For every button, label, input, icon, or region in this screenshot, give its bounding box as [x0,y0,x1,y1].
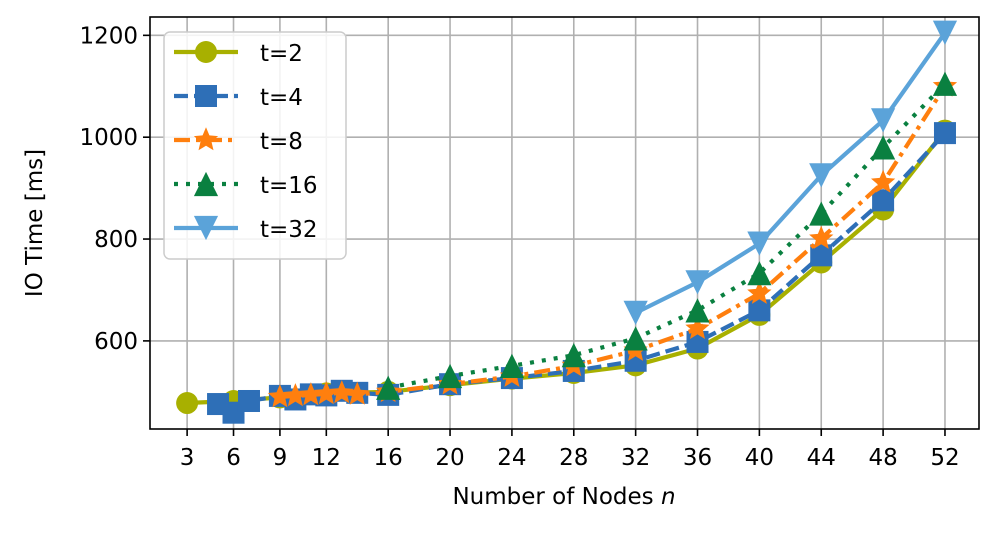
square-marker [810,244,833,267]
legend-item-t-2: t=2 [174,41,303,67]
square-marker [872,189,895,212]
legend-item-t-8: t=8 [174,127,303,155]
x-axis-ticks: 3 6 9 12 16 20 24 28 32 36 40 44 48 52 [180,429,960,471]
star-marker [193,127,219,151]
circle-marker [195,41,217,63]
y-tick-label: 1200 [79,23,138,49]
data-series [176,20,958,424]
x-tick-label: 28 [559,445,588,471]
legend-item-t-32: t=32 [174,215,318,243]
plot-frame [149,16,980,430]
legend-label: t=32 [260,217,318,243]
triangle-up-marker [809,201,834,226]
square-marker [195,85,217,107]
x-tick-label: 3 [180,445,195,471]
y-axis-ticks: 600 800 1000 1200 [79,23,150,355]
star-marker [329,380,354,404]
y-tick-label: 800 [94,227,138,253]
legend-label: t=16 [260,173,318,199]
triangle-up-marker [561,343,586,368]
triangle-down-marker [623,300,648,325]
x-tick-label: 6 [226,445,241,471]
legend-label: t=4 [260,85,303,111]
x-axis-label: Number of Nodes n [452,484,675,510]
triangle-up-marker [932,71,958,96]
x-tick-label: 20 [435,445,464,471]
triangle-up-marker [499,353,525,378]
x-tick-label: 40 [745,445,774,471]
triangle-up-marker [376,375,401,400]
star-marker [283,383,308,407]
x-tick-label: 16 [374,445,403,471]
star-marker [871,169,896,193]
square-marker [933,122,956,145]
legend-label: t=8 [260,129,303,155]
triangle-down-marker [685,270,710,295]
triangle-up-marker [747,261,772,286]
star-marker [314,381,339,405]
y-tick-label: 600 [94,329,138,355]
circle-marker [176,392,199,415]
triangle-down-marker [871,108,896,133]
triangle-down-marker [193,215,219,241]
triangle-down-marker [932,20,958,45]
x-tick-label: 24 [497,445,526,471]
star-marker [747,280,772,304]
star-marker [685,315,710,339]
legend-item-t-16: t=16 [174,171,318,199]
star-marker [267,384,293,408]
x-tick-label: 9 [273,445,288,471]
legend-box [163,31,347,260]
x-tick-label: 48 [868,445,897,471]
triangle-up-marker [685,298,710,323]
triangle-up-marker [437,363,463,389]
x-tick-label: 12 [312,445,341,471]
legend: t=2 t=4 t=8 t=16 t=32 [163,31,347,260]
series-t-16 [376,71,958,400]
triangle-down-marker [809,163,834,188]
x-tick-label: 44 [807,445,836,471]
triangle-up-marker [623,326,648,351]
series-t-32 [623,20,958,325]
triangle-down-marker [747,231,772,256]
square-marker [237,389,260,412]
x-tick-label: 32 [621,445,650,471]
square-marker [748,299,771,322]
star-marker [345,381,370,405]
legend-item-t-4: t=4 [174,85,303,111]
legend-label: t=2 [260,41,303,67]
y-axis-label: IO Time [ms] [22,149,48,297]
x-tick-label: 52 [930,445,959,471]
triangle-up-marker [193,171,219,197]
star-marker [809,225,834,249]
star-marker [298,382,323,406]
triangle-up-marker [871,135,896,160]
y-tick-label: 1000 [79,125,138,151]
series-line [634,31,947,315]
x-tick-label: 36 [683,445,712,471]
